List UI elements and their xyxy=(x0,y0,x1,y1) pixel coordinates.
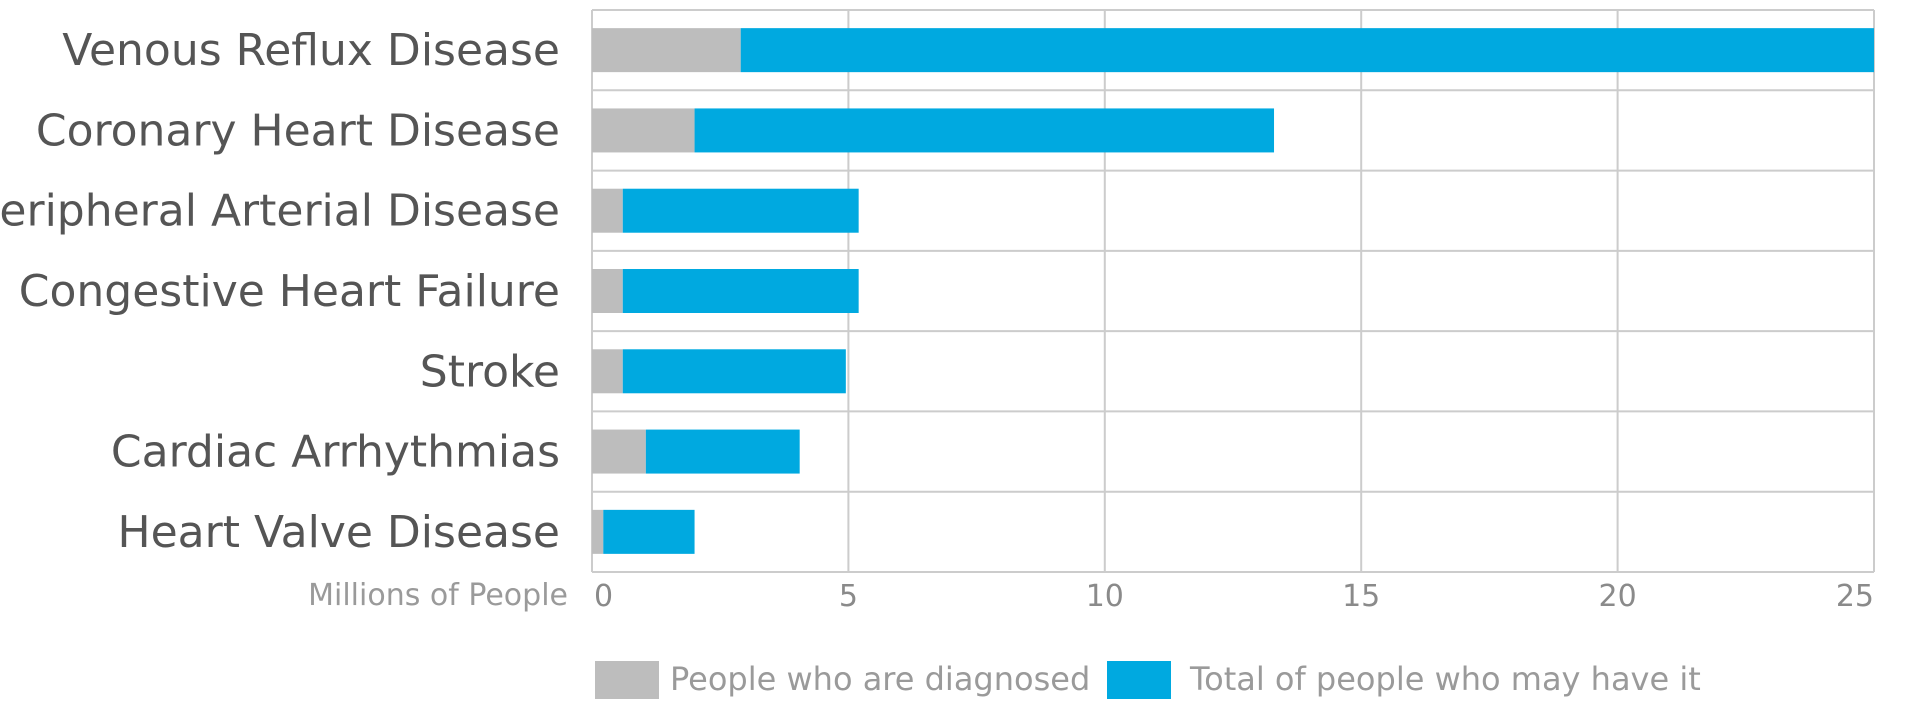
legend-swatch xyxy=(1107,661,1171,699)
bar-total xyxy=(622,349,846,394)
bar-diagnosed xyxy=(592,429,646,474)
bar-total xyxy=(694,108,1275,153)
x-tick-label: 25 xyxy=(1836,579,1874,614)
bar-total xyxy=(622,188,859,233)
bar-total xyxy=(603,509,695,554)
legend-label: People who are diagnosed xyxy=(670,660,1090,698)
legend: People who are diagnosed Total of people … xyxy=(595,660,1701,699)
bar-diagnosed xyxy=(592,108,695,153)
category-label: Congestive Heart Failure xyxy=(19,266,560,317)
x-tick-label: 15 xyxy=(1342,579,1380,614)
category-label: Stroke xyxy=(420,346,560,397)
category-label: Coronary Heart Disease xyxy=(36,105,560,156)
category-label: Venous Reflux Disease xyxy=(62,25,560,76)
bar-diagnosed xyxy=(592,509,604,554)
legend-swatch xyxy=(595,661,659,699)
bar-diagnosed xyxy=(592,28,741,73)
bar-total xyxy=(645,429,800,474)
x-tick-label: 10 xyxy=(1086,579,1124,614)
x-tick-label: 5 xyxy=(839,579,858,614)
bars-group xyxy=(592,28,1875,554)
x-tick-label: 20 xyxy=(1599,579,1637,614)
bar-diagnosed xyxy=(592,269,623,313)
category-label: Cardiac Arrhythmias xyxy=(111,427,560,478)
bar-total xyxy=(740,28,1875,73)
bar-diagnosed xyxy=(592,188,623,233)
category-label: Heart Valve Disease xyxy=(118,507,560,558)
legend-label: Total of people who may have it xyxy=(1189,660,1701,698)
x-tick-labels: 0 5 10 15 20 25 xyxy=(594,579,1874,614)
grid-lines xyxy=(591,9,1875,573)
x-tick-label: 0 xyxy=(594,579,613,614)
category-labels: Venous Reflux Disease Coronary Heart Dise… xyxy=(0,25,560,558)
category-label: Peripheral Arterial Disease xyxy=(0,186,560,237)
bar-total xyxy=(622,269,859,313)
bar-diagnosed xyxy=(592,349,623,394)
x-axis-title: Millions of People xyxy=(308,578,568,613)
